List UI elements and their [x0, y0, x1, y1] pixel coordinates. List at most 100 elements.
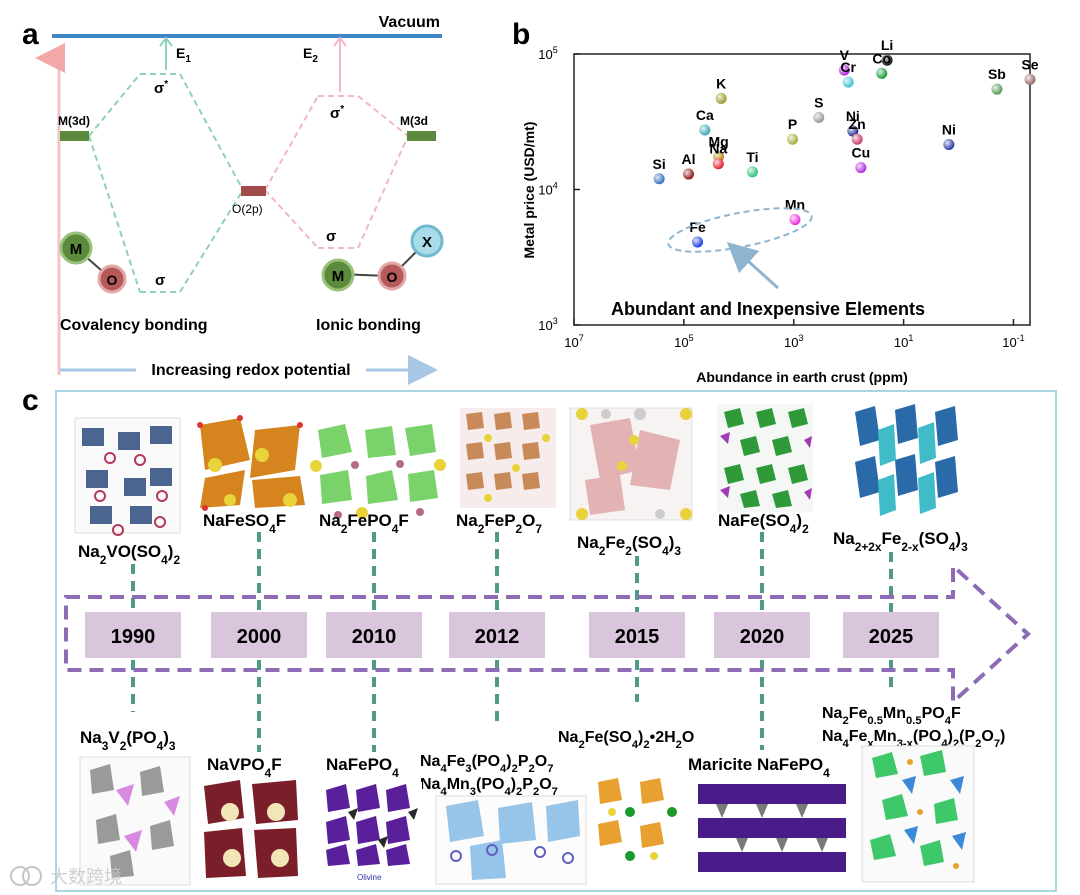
- point-co: Co: [872, 50, 891, 79]
- svg-text:E2: E2: [303, 45, 318, 65]
- vacuum-label: Vacuum: [379, 14, 440, 31]
- svg-text:O: O: [387, 269, 398, 285]
- point-label: Se: [1021, 56, 1038, 72]
- point-label: Sb: [988, 66, 1006, 82]
- m3d-label-right: M(3d: [400, 114, 428, 128]
- point-ni: Ni: [942, 121, 956, 150]
- point-p: P: [787, 116, 799, 145]
- top-label-1990: Na2VO(SO4)2: [78, 542, 180, 567]
- year-label: 2012: [475, 626, 520, 648]
- panel-c: c: [22, 384, 1057, 892]
- structure-na2fe-so4-2-2h2o: [590, 774, 684, 870]
- year-label: 2025: [869, 626, 914, 648]
- m3d-label-left: M(3d): [58, 114, 90, 128]
- x-tick-label: 103: [784, 333, 803, 350]
- year-box: [85, 612, 181, 658]
- olivine-tag: Olivine: [357, 873, 382, 882]
- watermark-text: 大数跨境: [50, 867, 122, 887]
- structure-na2fepo4f: [310, 424, 446, 519]
- axis-ticks: 107 105 103 101 10-1 103 104 105: [538, 45, 1024, 350]
- structure-na2vo-so4-2: [74, 417, 181, 536]
- o2p-level: [241, 186, 266, 196]
- panel-a: a Vacuum E1 σ* σ E2 σ* σ: [22, 14, 444, 385]
- panel-b-letter: b: [512, 18, 530, 51]
- plot-frame: [573, 53, 1031, 326]
- highlight-arrow: [726, 241, 780, 290]
- bottom-label-1990: Na3V2(PO4)3: [80, 728, 176, 753]
- crystal-structures-top: [74, 404, 958, 536]
- structure-maricite-nafepo4: [696, 778, 848, 878]
- svg-text:M: M: [70, 241, 83, 258]
- svg-text:X: X: [422, 234, 432, 251]
- m3d-level-right: [407, 131, 436, 141]
- year-label: 1990: [111, 626, 156, 648]
- structure-na4fexmn3-x: [861, 745, 975, 883]
- point-label: Al: [682, 151, 696, 167]
- top-label-2000: NaFeSO4F: [203, 511, 286, 536]
- point-label: P: [788, 116, 797, 132]
- panel-c-frame: [55, 390, 1057, 892]
- m3d-level-left: [60, 131, 89, 141]
- structure-nafe-so4-2: [717, 404, 813, 512]
- top-label-2025: Na2+2xFe2-x(SO4)3: [833, 529, 968, 554]
- year-1990: 1990: [85, 612, 181, 658]
- panel-a-letter: a: [22, 18, 39, 51]
- structure-nafeso4f: [197, 415, 305, 511]
- svg-text:O: O: [107, 272, 118, 288]
- year-2025: 2025: [843, 612, 939, 658]
- year-label: 2000: [237, 626, 282, 648]
- x-axis-label: Abundance in earth crust (ppm): [696, 369, 908, 385]
- year-box: [714, 612, 810, 658]
- year-2020: 2020: [714, 612, 810, 658]
- top-label-2010: Na2FePO4F: [319, 511, 409, 536]
- structure-na2fe2-so4-3: [569, 407, 693, 521]
- watermark: 大数跨境: [10, 866, 122, 887]
- bottom-label-2015: Na2Fe(SO4)2•2H2O: [558, 729, 694, 751]
- point-cu: Cu: [852, 145, 871, 174]
- year-box: [589, 612, 685, 658]
- sigma-label-2: σ: [326, 228, 336, 245]
- structure-na2fep2o7: [460, 408, 556, 508]
- top-label-2012: Na2FeP2O7: [456, 511, 542, 536]
- point-li: Li: [881, 37, 893, 66]
- structure-nafepo4-olivine: Olivine: [322, 782, 422, 882]
- point-ca: Ca: [696, 107, 714, 136]
- year-label: 2010: [352, 626, 397, 648]
- top-label-2015: Na2Fe2(SO4)3: [577, 533, 681, 558]
- point-label: Cu: [852, 145, 871, 161]
- year-box: [449, 612, 545, 658]
- bottom-label-2025a: Na2Fe0.5Mn0.5PO4F: [822, 705, 961, 727]
- point-v: V: [838, 47, 850, 76]
- year-boxes: 1990 2000 2010 2012 2015 2020 2025: [85, 612, 939, 658]
- top-label-2020: NaFe(SO4)2: [718, 511, 809, 536]
- point-label: Zn: [849, 116, 866, 132]
- year-2015: 2015: [589, 612, 685, 658]
- covalency-diagram: [88, 73, 244, 293]
- point-label: V: [840, 47, 850, 63]
- point-label: Na: [709, 141, 727, 157]
- point-label: Ca: [696, 107, 714, 123]
- point-na: Na: [709, 141, 727, 170]
- bottom-label-2025b: Na4FexMn3-x(PO4)2(P2O7): [822, 728, 1005, 750]
- panel-c-letter: c: [22, 384, 39, 417]
- point-s: S: [813, 94, 825, 123]
- year-box: [211, 612, 307, 658]
- annotation-label: Abundant and Inexpensive Elements: [611, 299, 925, 319]
- bottom-label-2010: NaFePO4: [326, 755, 399, 780]
- bottom-label-2012a: Na4Fe3(PO4)2P2O7: [420, 753, 553, 775]
- o2p-label: O(2p): [232, 202, 263, 216]
- sigma-star-label: σ: [154, 80, 164, 97]
- point-label: Fe: [689, 219, 706, 235]
- covalency-label: Covalency bonding: [60, 317, 208, 334]
- e1-label: E: [176, 45, 185, 61]
- atom-o-left: [97, 264, 127, 294]
- ionic-diagram: [264, 95, 409, 249]
- redox-label: Increasing redox potential: [151, 362, 350, 379]
- x-tick-label: 107: [564, 333, 583, 350]
- atom-m-right: [321, 258, 355, 292]
- point-cr: Cr: [840, 59, 857, 88]
- point-label: Mg: [709, 134, 729, 150]
